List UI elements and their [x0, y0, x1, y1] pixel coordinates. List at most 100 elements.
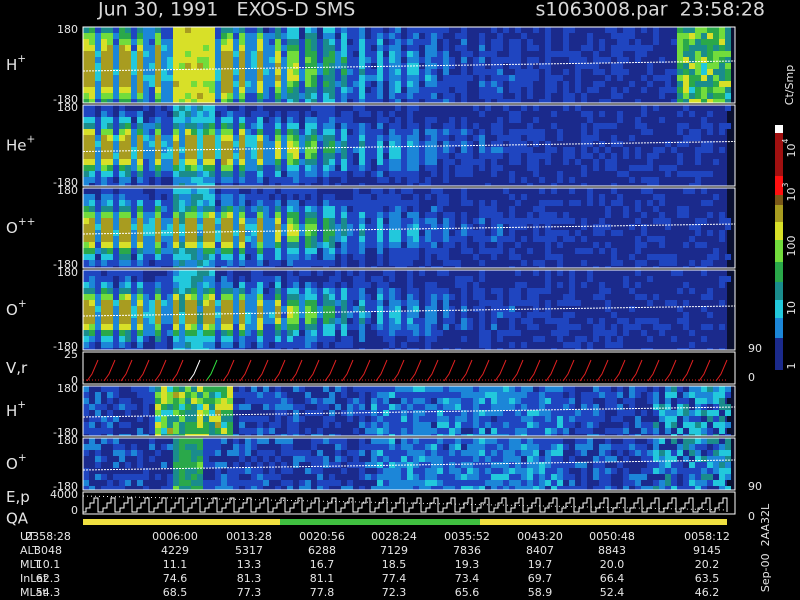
cell — [311, 288, 317, 294]
cell — [101, 236, 107, 242]
cell — [269, 135, 275, 141]
cell — [425, 416, 431, 422]
cell — [125, 177, 131, 183]
cell — [215, 105, 221, 111]
cell — [647, 276, 653, 282]
cell — [467, 224, 473, 230]
cell — [137, 318, 143, 324]
cell — [89, 270, 95, 276]
cell — [443, 218, 449, 224]
cell — [263, 450, 269, 456]
cell — [425, 87, 431, 93]
cell — [707, 93, 713, 99]
cell — [209, 242, 215, 248]
cell — [221, 474, 227, 480]
cell — [227, 177, 233, 183]
cell — [179, 248, 185, 254]
cell — [179, 270, 185, 276]
cell — [719, 93, 725, 99]
cell — [131, 288, 137, 294]
cell — [323, 123, 329, 129]
cell — [359, 330, 365, 336]
cell — [281, 434, 287, 436]
cell — [83, 159, 89, 165]
cell — [221, 434, 227, 436]
cell — [497, 288, 503, 294]
cell — [479, 87, 485, 93]
cell — [263, 456, 269, 462]
cell — [437, 392, 443, 398]
cell — [185, 63, 191, 69]
cell — [239, 254, 245, 260]
cell — [275, 336, 281, 342]
cell — [443, 99, 449, 103]
cell — [131, 212, 137, 218]
cell — [479, 330, 485, 336]
cell — [425, 236, 431, 242]
cell — [239, 105, 245, 111]
cell — [191, 248, 197, 254]
cell — [365, 93, 371, 99]
cell — [89, 486, 95, 490]
cell — [179, 444, 185, 450]
cell — [341, 147, 347, 153]
cell — [155, 69, 161, 75]
cell — [269, 450, 275, 456]
cell — [257, 312, 263, 318]
cell — [557, 242, 563, 248]
cell — [461, 276, 467, 282]
cell — [275, 474, 281, 480]
cell — [209, 260, 215, 266]
cell — [323, 105, 329, 111]
cell — [257, 147, 263, 153]
cell — [407, 348, 413, 350]
cell — [89, 171, 95, 177]
cell — [239, 348, 245, 350]
cell — [131, 300, 137, 306]
cell — [257, 260, 263, 266]
cell — [521, 105, 527, 111]
cell — [707, 81, 713, 87]
cell — [479, 342, 485, 348]
cell — [257, 51, 263, 57]
cell — [113, 45, 119, 51]
cell — [695, 218, 701, 224]
cell — [191, 188, 197, 194]
cell — [395, 404, 401, 410]
cell — [155, 153, 161, 159]
cell — [527, 153, 533, 159]
cell — [263, 141, 269, 147]
cell — [89, 159, 95, 165]
cell — [287, 230, 293, 236]
cell — [593, 230, 599, 236]
cell — [359, 254, 365, 260]
cell — [299, 336, 305, 342]
cell — [365, 159, 371, 165]
cell — [335, 171, 341, 177]
cell — [353, 200, 359, 206]
cell — [401, 75, 407, 81]
cell — [485, 392, 491, 398]
cell — [545, 248, 551, 254]
cell — [365, 224, 371, 230]
cell — [107, 398, 113, 404]
cell — [575, 300, 581, 306]
cell — [185, 288, 191, 294]
cell — [203, 224, 209, 230]
cell — [635, 57, 641, 63]
cell — [413, 348, 419, 350]
cell — [95, 135, 101, 141]
cell — [635, 266, 641, 268]
cell — [497, 404, 503, 410]
cell — [185, 306, 191, 312]
cell — [587, 428, 593, 434]
cell — [107, 200, 113, 206]
cell — [269, 45, 275, 51]
cell — [599, 123, 605, 129]
cell — [179, 336, 185, 342]
cell — [257, 254, 263, 260]
cell — [113, 81, 119, 87]
cell — [305, 300, 311, 306]
cell — [431, 75, 437, 81]
